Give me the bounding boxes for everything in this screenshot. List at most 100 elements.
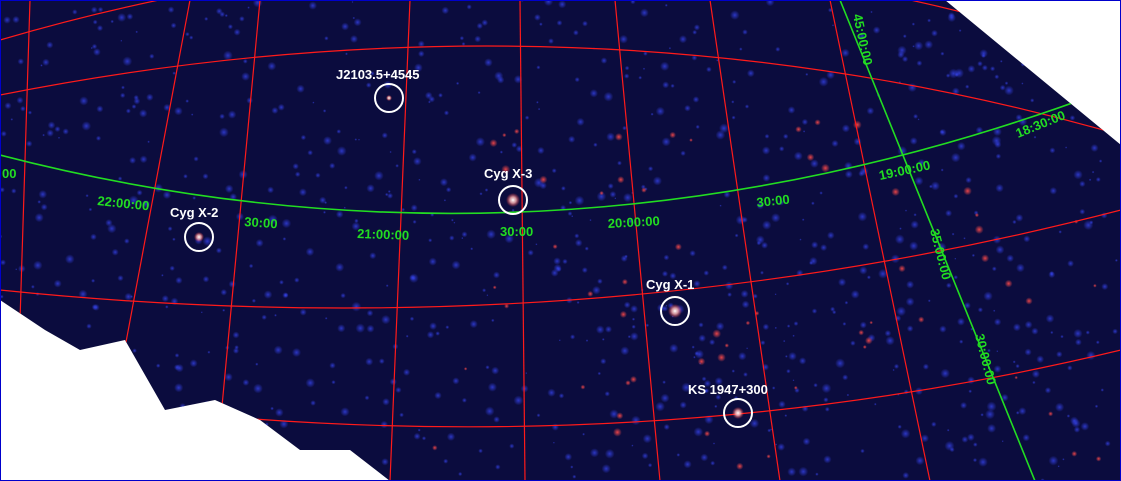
noise-speck [121,85,125,90]
noise-speck [105,219,113,227]
noise-speck [668,47,672,50]
noise-speck [975,126,984,134]
noise-speck [96,105,104,113]
noise-speck [627,335,631,339]
noise-speck [374,170,384,181]
noise-hotspot [669,131,676,139]
source-marker [723,398,753,428]
noise-hotspot [616,412,624,420]
noise-speck [703,270,710,276]
noise-speck [1095,177,1101,182]
source-label-j2103: J2103.5+4545 [336,67,420,82]
noise-speck [884,330,892,337]
noise-speck [417,428,421,432]
noise-speck [411,149,417,155]
noise-speck [191,113,194,116]
noise-hotspot [1071,450,1078,457]
noise-speck [323,136,332,146]
noise-speck [885,336,895,346]
noise-speck [174,106,183,116]
noise-speck [775,443,778,446]
noise-speck [495,464,501,470]
noise-speck [859,266,868,275]
noise-speck [535,243,538,246]
noise-speck [399,412,404,418]
noise-speck [381,132,388,139]
noise-speck [756,201,764,210]
noise-speck [366,309,374,317]
noise-speck [862,243,870,251]
noise-speck [735,215,746,225]
noise-hotspot [599,190,604,196]
noise-speck [233,28,241,36]
noise-speck [600,358,607,365]
noise-speck [446,432,456,441]
noise-speck [551,423,559,431]
noise-speck [117,275,124,282]
noise-speck [323,210,326,214]
noise-speck [693,427,704,437]
noise-hotspot [1004,279,1013,288]
noise-speck [310,400,316,406]
noise-speck [1056,351,1063,358]
noise-speck [458,471,463,477]
noise-speck [167,226,173,232]
noise-speck [126,13,134,20]
noise-speck [576,301,580,304]
noise-speck [294,277,300,283]
noise-speck [604,391,610,397]
noise-speck [17,58,24,65]
noise-speck [536,413,541,418]
noise-speck [967,65,976,73]
noise-speck [1004,85,1014,96]
noise-speck [977,307,984,313]
noise-speck [914,176,924,186]
noise-speck [174,383,184,393]
noise-speck [623,301,631,309]
noise-speck [120,39,123,42]
noise-speck [906,280,915,289]
noise-speck [1104,440,1111,447]
noise-speck [443,110,450,116]
noise-speck [731,115,736,120]
noise-speck [351,1,354,3]
noise-speck [319,196,327,204]
noise-hotspot [974,213,980,218]
noise-speck [1016,263,1025,273]
noise-speck [117,13,127,22]
noise-speck [916,60,923,67]
noise-speck [819,191,823,195]
noise-speck [624,73,630,79]
noise-speck [111,248,119,256]
noise-speck [820,244,828,252]
noise-speck [443,458,449,464]
noise-speck [381,314,391,325]
noise-speck [902,34,907,39]
noise-speck [1060,334,1064,339]
noise-hotspot [514,128,520,135]
noise-speck [547,388,556,397]
noise-speck [539,22,543,27]
noise-speck [866,107,875,115]
noise-hotspot [862,345,867,349]
noise-speck [340,292,346,299]
source-markers [184,83,753,428]
noise-speck [968,389,972,394]
noise-speck [909,241,919,251]
noise-speck [951,232,955,236]
noise-speck [253,383,263,394]
noise-speck [539,181,547,190]
noise-speck [385,284,389,288]
noise-hotspot [621,278,628,285]
noise-speck [479,192,483,196]
noise-speck [149,53,155,59]
noise-speck [511,208,515,212]
noise-speck [605,325,612,333]
source-ring [723,398,753,428]
noise-speck [38,190,48,199]
noise-speck [793,321,799,326]
noise-speck [1012,360,1016,364]
noise-speck [760,340,766,346]
noise-speck [434,391,442,400]
noise-speck [811,201,815,206]
